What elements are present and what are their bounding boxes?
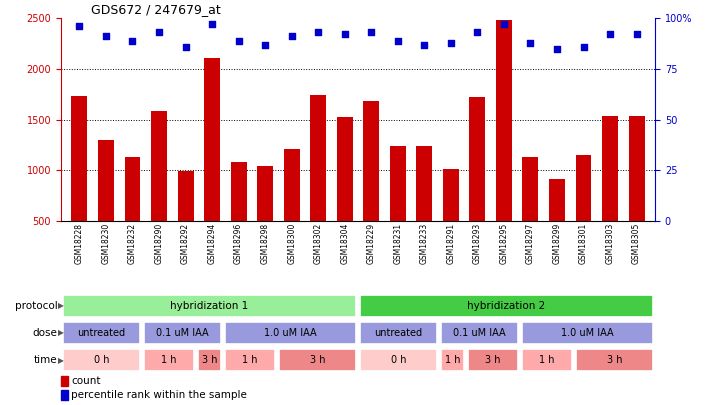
Text: 1 h: 1 h <box>445 355 460 365</box>
Point <box>366 29 377 36</box>
Bar <box>310 95 326 272</box>
Text: ▶: ▶ <box>58 301 64 310</box>
Point <box>392 37 404 44</box>
Point <box>445 39 457 46</box>
FancyBboxPatch shape <box>63 349 140 371</box>
Bar <box>231 162 246 272</box>
FancyBboxPatch shape <box>441 322 518 344</box>
Point <box>286 33 297 40</box>
Point <box>339 31 350 38</box>
FancyBboxPatch shape <box>441 349 464 371</box>
FancyBboxPatch shape <box>279 349 356 371</box>
Point <box>472 29 483 36</box>
Bar <box>602 115 618 272</box>
Bar <box>523 157 538 272</box>
FancyBboxPatch shape <box>522 322 653 344</box>
Bar <box>125 157 140 272</box>
Point <box>74 23 85 30</box>
FancyBboxPatch shape <box>63 295 356 317</box>
FancyBboxPatch shape <box>360 322 437 344</box>
Text: ▶: ▶ <box>58 356 64 364</box>
Point <box>498 21 510 28</box>
FancyBboxPatch shape <box>576 349 653 371</box>
Bar <box>178 171 193 272</box>
Point <box>419 41 430 48</box>
Bar <box>61 390 68 400</box>
Point <box>631 31 642 38</box>
Text: 3 h: 3 h <box>310 355 325 365</box>
FancyBboxPatch shape <box>225 349 275 371</box>
Bar <box>549 179 565 272</box>
Text: untreated: untreated <box>77 328 125 338</box>
FancyBboxPatch shape <box>522 349 572 371</box>
Text: 0 h: 0 h <box>391 355 406 365</box>
Bar <box>98 141 114 272</box>
Bar <box>576 155 591 272</box>
Text: 0.1 uM IAA: 0.1 uM IAA <box>156 328 209 338</box>
Text: GDS672 / 247679_at: GDS672 / 247679_at <box>91 3 221 16</box>
FancyBboxPatch shape <box>198 349 221 371</box>
Text: 3 h: 3 h <box>607 355 622 365</box>
Point <box>180 43 191 50</box>
Point <box>551 45 563 52</box>
Text: hybridization 2: hybridization 2 <box>468 301 546 311</box>
FancyBboxPatch shape <box>360 295 653 317</box>
Text: 0 h: 0 h <box>94 355 109 365</box>
Text: untreated: untreated <box>374 328 422 338</box>
Bar <box>337 117 353 272</box>
Point <box>578 43 589 50</box>
Text: 1.0 uM IAA: 1.0 uM IAA <box>561 328 614 338</box>
Text: 1 h: 1 h <box>242 355 258 365</box>
Text: time: time <box>34 355 57 365</box>
Bar <box>443 169 459 272</box>
Text: count: count <box>72 377 101 386</box>
Point <box>604 31 616 38</box>
Text: 1 h: 1 h <box>539 355 555 365</box>
Bar <box>470 97 485 272</box>
Point <box>206 21 218 28</box>
FancyBboxPatch shape <box>225 322 356 344</box>
Text: 1.0 uM IAA: 1.0 uM IAA <box>264 328 316 338</box>
FancyBboxPatch shape <box>468 349 518 371</box>
Point <box>153 29 165 36</box>
Text: protocol: protocol <box>14 301 57 311</box>
Text: 3 h: 3 h <box>485 355 500 365</box>
Point <box>525 39 536 46</box>
FancyBboxPatch shape <box>360 349 437 371</box>
FancyBboxPatch shape <box>63 322 140 344</box>
Bar <box>204 58 220 272</box>
Bar <box>390 146 406 272</box>
Bar <box>363 101 379 272</box>
Bar <box>257 166 273 272</box>
Text: 3 h: 3 h <box>202 355 217 365</box>
Bar <box>61 377 68 386</box>
Bar <box>417 146 432 272</box>
Bar <box>629 115 644 272</box>
FancyBboxPatch shape <box>144 349 194 371</box>
Point <box>312 29 324 36</box>
Text: percentile rank within the sample: percentile rank within the sample <box>72 390 247 400</box>
FancyBboxPatch shape <box>144 322 221 344</box>
Point <box>233 37 244 44</box>
Text: 0.1 uM IAA: 0.1 uM IAA <box>453 328 506 338</box>
Text: hybridization 1: hybridization 1 <box>170 301 248 311</box>
Bar <box>496 20 512 272</box>
Point <box>127 37 138 44</box>
Bar <box>151 111 167 272</box>
Bar <box>284 149 299 272</box>
Point <box>259 41 271 48</box>
Text: 1 h: 1 h <box>161 355 177 365</box>
Text: dose: dose <box>32 328 57 338</box>
Text: ▶: ▶ <box>58 328 64 337</box>
Point <box>100 33 112 40</box>
Bar <box>72 96 87 272</box>
